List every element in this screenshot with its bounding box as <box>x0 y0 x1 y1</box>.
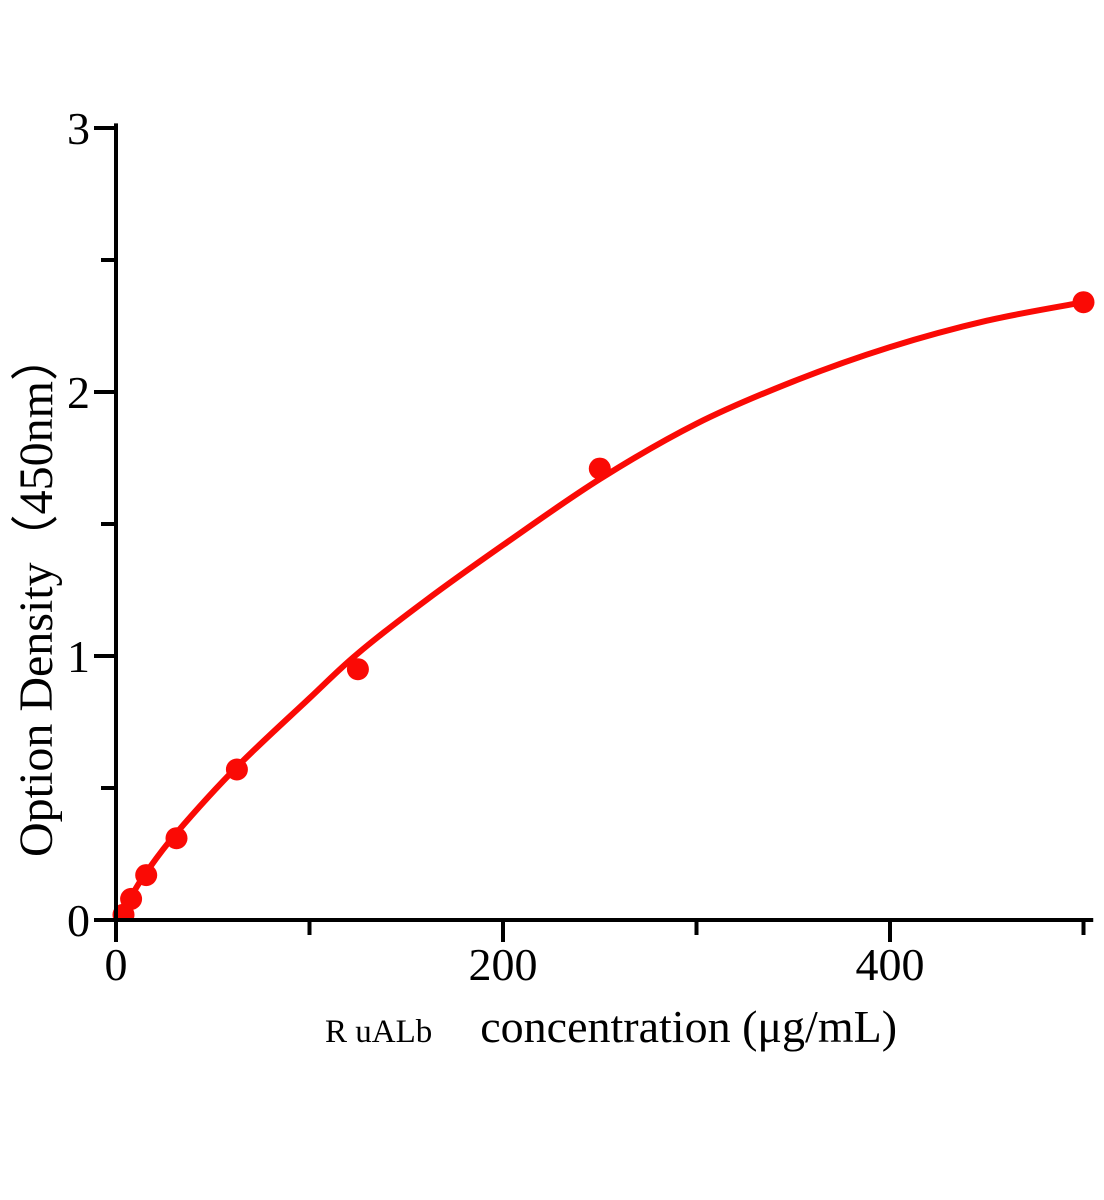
x-tick-label: 0 <box>105 939 128 990</box>
data-point <box>135 864 158 887</box>
x-axis-title: R uALb concentration (μg/mL) <box>325 1001 897 1052</box>
y-tick-label: 2 <box>67 367 90 418</box>
y-tick-label: 3 <box>67 103 90 154</box>
axes <box>94 123 1094 942</box>
y-axis-title: Option Density（450nm） <box>10 333 63 857</box>
x-axis-title-main: concentration (μg/mL) <box>480 1001 897 1052</box>
y-tick-label: 0 <box>67 895 90 946</box>
plot-area <box>112 291 1095 918</box>
x-tick-label: 200 <box>469 939 538 990</box>
y-tick-label: 1 <box>67 631 90 682</box>
data-point <box>165 827 188 850</box>
data-point <box>346 658 369 681</box>
x-tick-label: 400 <box>856 939 925 990</box>
fit-curve-line <box>113 299 1087 918</box>
data-point <box>120 887 143 910</box>
data-point <box>225 758 248 781</box>
data-point <box>588 457 611 480</box>
data-point <box>1072 291 1095 314</box>
x-axis-title-prefix: R uALb <box>325 1014 432 1050</box>
